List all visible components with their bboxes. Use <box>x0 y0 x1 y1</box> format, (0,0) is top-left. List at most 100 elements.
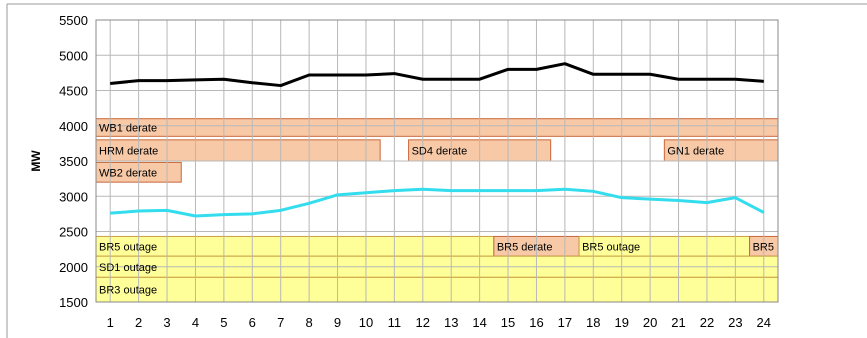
x-tick-label-8: 8 <box>306 315 313 330</box>
series-1-point-7 <box>279 84 282 87</box>
x-tick-label-13: 13 <box>444 315 458 330</box>
series-1-point-5 <box>222 78 225 81</box>
series-1-point-4 <box>194 78 197 81</box>
series-line-1 <box>110 62 764 88</box>
band-label-4: WB2 derate <box>99 167 157 179</box>
series-line-2 <box>110 187 765 218</box>
x-tick-label-24: 24 <box>757 315 771 330</box>
series-2-point-1 <box>109 212 112 215</box>
series-2-point-10 <box>364 191 367 194</box>
series-2-point-14 <box>478 189 481 192</box>
band-label-9: SD1 outage <box>99 262 157 274</box>
series-2-point-16 <box>535 189 538 192</box>
series-layer <box>109 62 765 218</box>
band-label-6: BR5 derate <box>497 241 553 253</box>
series-1-point-16 <box>535 68 538 71</box>
x-tick-label-4: 4 <box>192 315 199 330</box>
series-2-point-11 <box>393 189 396 192</box>
series-2-point-6 <box>251 212 254 215</box>
series-2-point-15 <box>507 189 510 192</box>
y-tick-label-5000: 5000 <box>59 48 88 63</box>
x-tick-label-5: 5 <box>220 315 227 330</box>
series-1-point-13 <box>450 78 453 81</box>
y-tick-label-4500: 4500 <box>59 84 88 99</box>
series-2-point-5 <box>222 213 225 216</box>
series-1-point-17 <box>563 62 566 65</box>
series-2-point-9 <box>336 193 339 196</box>
chart-frame <box>6 3 867 338</box>
plot-border <box>95 19 779 303</box>
series-2-point-17 <box>563 188 566 191</box>
y-tick-label-2500: 2500 <box>59 225 88 240</box>
x-tick-label-22: 22 <box>700 315 714 330</box>
x-tick-label-17: 17 <box>558 315 572 330</box>
y-tick-label-3000: 3000 <box>59 189 88 204</box>
band-label-2: SD4 derate <box>412 145 468 157</box>
series-2-point-7 <box>279 209 282 212</box>
series-1-point-22 <box>705 78 708 81</box>
x-tick-label-12: 12 <box>416 315 430 330</box>
x-tick-label-10: 10 <box>359 315 373 330</box>
x-tick-label-6: 6 <box>249 315 256 330</box>
y-axis-label: MW <box>29 150 43 172</box>
series-1-point-24 <box>762 80 765 83</box>
x-tick-label-7: 7 <box>277 315 284 330</box>
band-label-1: HRM derate <box>99 145 158 157</box>
series-1-point-9 <box>336 73 339 76</box>
x-tick-label-18: 18 <box>586 315 600 330</box>
series-1-point-14 <box>478 78 481 81</box>
x-tick-label-19: 19 <box>614 315 628 330</box>
y-tick-label-4000: 4000 <box>59 119 88 134</box>
y-tick-label-2000: 2000 <box>59 260 88 275</box>
y-tick-label-3500: 3500 <box>59 154 88 169</box>
series-1-point-19 <box>620 73 623 76</box>
x-tick-label-2: 2 <box>135 315 142 330</box>
series-1-point-3 <box>166 79 169 82</box>
band-label-0: WB1 derate <box>99 123 157 135</box>
series-2-point-21 <box>677 199 680 202</box>
series-2-point-20 <box>649 198 652 201</box>
series-1-point-18 <box>592 73 595 76</box>
y-tick-label-5500: 5500 <box>59 13 88 28</box>
series-2-point-12 <box>421 188 424 191</box>
series-1-point-6 <box>251 81 254 84</box>
band-0 <box>95 118 779 137</box>
series-2-point-22 <box>705 201 708 204</box>
series-2-point-19 <box>620 196 623 199</box>
series-1-point-20 <box>649 73 652 76</box>
series-2-point-13 <box>450 189 453 192</box>
series-2-point-23 <box>734 196 737 199</box>
series-2-point-24 <box>762 211 765 214</box>
x-tick-label-11: 11 <box>388 315 402 330</box>
series-2-point-2 <box>137 210 140 213</box>
x-tick-label-14: 14 <box>472 315 486 330</box>
band-label-7: BR5 outage <box>582 241 640 253</box>
series-2-point-3 <box>166 209 169 212</box>
series-1-point-15 <box>507 68 510 71</box>
y-tick-label-1500: 1500 <box>59 295 88 310</box>
series-1-point-12 <box>421 78 424 81</box>
band-label-5: BR5 outage <box>99 241 157 253</box>
band-label-10: BR3 outage <box>99 285 157 297</box>
series-1-point-1 <box>109 82 112 85</box>
series-1-point-10 <box>364 73 367 76</box>
x-tick-label-15: 15 <box>501 315 515 330</box>
band-10 <box>95 276 779 303</box>
series-1-point-21 <box>677 78 680 81</box>
x-tick-label-9: 9 <box>334 315 341 330</box>
series-1-point-11 <box>393 72 396 75</box>
x-tick-label-3: 3 <box>163 315 170 330</box>
series-2-point-8 <box>308 202 311 205</box>
series-2-point-4 <box>194 214 197 217</box>
series-1-point-2 <box>137 79 140 82</box>
x-tick-label-20: 20 <box>643 315 657 330</box>
x-tick-label-21: 21 <box>671 315 685 330</box>
band-label-8: BR5 <box>753 241 774 253</box>
series-1-point-8 <box>308 73 311 76</box>
x-tick-label-1: 1 <box>107 315 114 330</box>
band-labels-layer: WB1 derate HRM derate SD4 derate GN1 derate… <box>99 123 774 297</box>
series-1-point-23 <box>734 78 737 81</box>
x-tick-label-16: 16 <box>529 315 543 330</box>
